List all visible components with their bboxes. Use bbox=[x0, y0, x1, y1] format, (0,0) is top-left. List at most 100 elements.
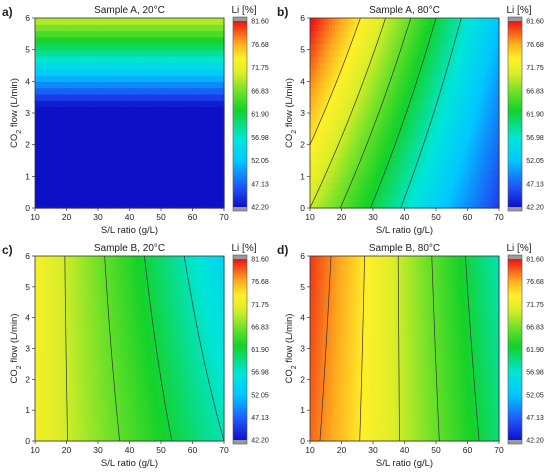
heatmap-cell bbox=[85, 119, 90, 127]
heatmap-cell bbox=[60, 428, 64, 436]
heatmap-cell bbox=[79, 280, 83, 288]
heatmap-cell bbox=[436, 106, 440, 114]
y-tick-label: 5 bbox=[300, 45, 305, 55]
heatmap-cell bbox=[94, 144, 99, 152]
heatmap-cell bbox=[473, 132, 478, 139]
heatmap-cell bbox=[142, 274, 146, 282]
heatmap-cell bbox=[325, 132, 330, 139]
heatmap-cell bbox=[154, 151, 159, 158]
heatmap-cell bbox=[404, 201, 409, 209]
heatmap-cell bbox=[404, 170, 409, 177]
heatmap-cell bbox=[410, 37, 415, 44]
heatmap-cell bbox=[88, 157, 93, 165]
heatmap-cell bbox=[420, 195, 424, 203]
heatmap-cell bbox=[489, 62, 494, 70]
heatmap-cell bbox=[423, 37, 428, 44]
heatmap-cell bbox=[410, 106, 415, 114]
heatmap-cell bbox=[38, 75, 42, 82]
heatmap-cell bbox=[91, 305, 96, 313]
heatmap-cell bbox=[454, 68, 459, 76]
heatmap-cell bbox=[53, 342, 58, 350]
heatmap-cell bbox=[464, 56, 469, 63]
colorbar-segment bbox=[233, 91, 247, 94]
colorbar-segment bbox=[508, 74, 522, 78]
heatmap-cell bbox=[110, 354, 115, 362]
heatmap-cell bbox=[401, 37, 406, 44]
heatmap-cell bbox=[104, 262, 109, 269]
heatmap-cell bbox=[154, 24, 159, 32]
heatmap-cell bbox=[401, 144, 406, 152]
heatmap-cell bbox=[467, 81, 472, 89]
heatmap-cell bbox=[360, 87, 365, 95]
heatmap-cell bbox=[332, 75, 336, 82]
heatmap-cell bbox=[379, 94, 384, 101]
heatmap-cell bbox=[322, 151, 327, 158]
heatmap-cell bbox=[107, 286, 112, 294]
heatmap-cell bbox=[347, 138, 352, 146]
heatmap-cell bbox=[357, 68, 361, 76]
heatmap-cell bbox=[126, 330, 131, 337]
heatmap-cell bbox=[79, 379, 83, 387]
heatmap-cell bbox=[94, 317, 99, 325]
heatmap-cell bbox=[458, 144, 462, 152]
heatmap-cell bbox=[325, 30, 330, 38]
heatmap-cell bbox=[82, 416, 86, 424]
heatmap-cell bbox=[316, 81, 321, 89]
heatmap-cell bbox=[60, 24, 64, 32]
heatmap-cell bbox=[145, 24, 149, 32]
heatmap-cell bbox=[41, 379, 46, 387]
heatmap-cell bbox=[50, 336, 55, 343]
heatmap-cell bbox=[445, 176, 450, 184]
heatmap-cell bbox=[217, 56, 222, 63]
heatmap-cell bbox=[341, 176, 346, 184]
heatmap-cell bbox=[91, 434, 96, 442]
heatmap-cell bbox=[173, 18, 178, 25]
heatmap-cell bbox=[138, 410, 143, 417]
heatmap-cell bbox=[338, 37, 343, 44]
heatmap-cell bbox=[142, 311, 146, 319]
heatmap-cell bbox=[198, 81, 203, 89]
heatmap-cell bbox=[413, 49, 418, 57]
heatmap-cell bbox=[123, 100, 127, 108]
heatmap-cell bbox=[436, 201, 440, 209]
heatmap-cell bbox=[110, 428, 115, 436]
heatmap-cell bbox=[398, 43, 402, 51]
heatmap-cell bbox=[123, 151, 127, 158]
heatmap-cell bbox=[85, 397, 90, 405]
heatmap-cell bbox=[322, 201, 327, 209]
heatmap-cell bbox=[322, 49, 327, 57]
heatmap-cell bbox=[325, 56, 330, 63]
heatmap-cell bbox=[60, 262, 64, 269]
heatmap-cell bbox=[458, 100, 462, 108]
heatmap-cell bbox=[44, 286, 49, 294]
heatmap-cell bbox=[60, 311, 64, 319]
heatmap-cell bbox=[322, 68, 327, 76]
heatmap-cell bbox=[161, 87, 165, 95]
heatmap-cell bbox=[79, 428, 83, 436]
heatmap-cell bbox=[208, 125, 212, 133]
heatmap-cell bbox=[357, 43, 361, 51]
heatmap-cell bbox=[38, 49, 42, 57]
heatmap-cell bbox=[85, 68, 90, 76]
heatmap-cell bbox=[316, 163, 321, 171]
heatmap-cell bbox=[145, 360, 149, 368]
heatmap-cell bbox=[148, 367, 153, 374]
heatmap-cell bbox=[161, 75, 165, 82]
heatmap-cell bbox=[211, 132, 216, 139]
heatmap-cell bbox=[91, 151, 96, 158]
heatmap-cell bbox=[75, 354, 80, 362]
heatmap-cell bbox=[429, 125, 434, 133]
heatmap-cell bbox=[464, 182, 469, 190]
heatmap-cell bbox=[401, 106, 406, 114]
heatmap-cell bbox=[328, 24, 333, 32]
heatmap-cell bbox=[338, 106, 343, 114]
colorbar-segment bbox=[508, 176, 522, 179]
heatmap-cell bbox=[454, 75, 459, 82]
heatmap-cell bbox=[201, 81, 206, 89]
heatmap-cell bbox=[63, 81, 68, 89]
colorbar-segment bbox=[508, 190, 522, 194]
heatmap-cell bbox=[47, 151, 52, 158]
heatmap-cell bbox=[480, 30, 484, 38]
heatmap-cell bbox=[205, 157, 209, 165]
heatmap-cell bbox=[69, 176, 74, 184]
